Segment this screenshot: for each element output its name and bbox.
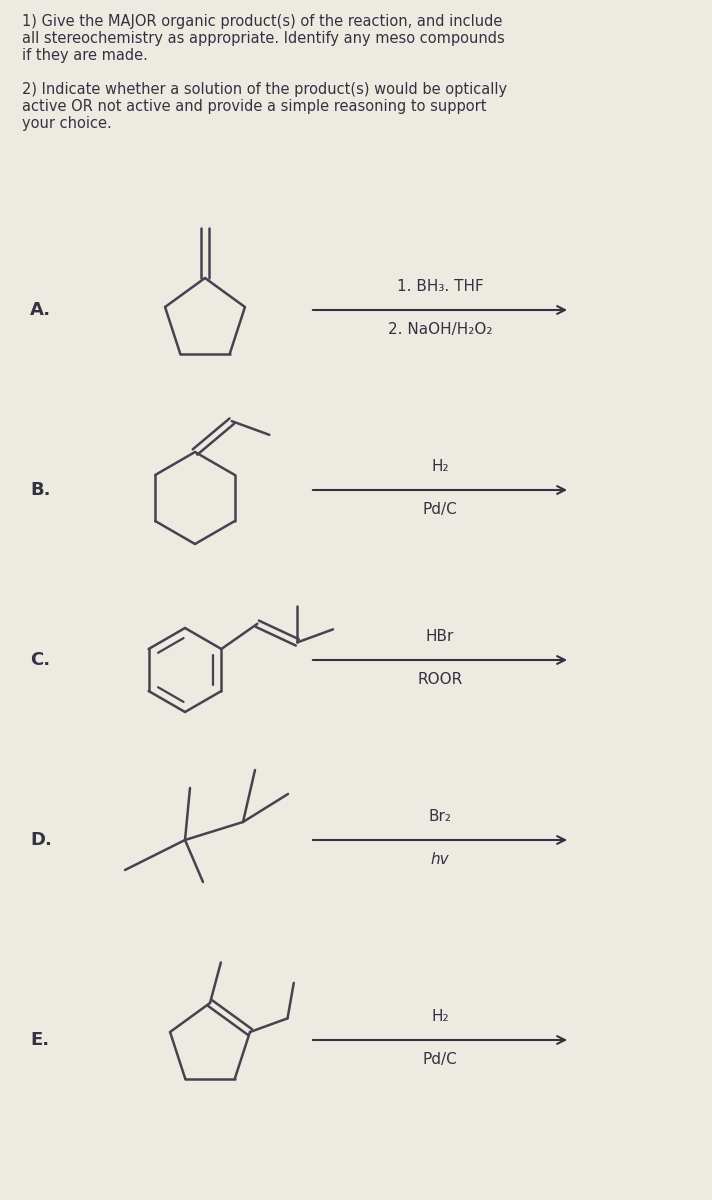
Text: 2. NaOH/H₂O₂: 2. NaOH/H₂O₂ — [388, 322, 492, 337]
Text: ROOR: ROOR — [417, 672, 463, 686]
Text: C.: C. — [30, 650, 50, 670]
Text: 1) Give the MAJOR organic product(s) of the reaction, and include: 1) Give the MAJOR organic product(s) of … — [22, 14, 503, 29]
Text: H₂: H₂ — [431, 1009, 449, 1024]
Text: Pd/C: Pd/C — [423, 1052, 457, 1067]
Text: all stereochemistry as appropriate. Identify any meso compounds: all stereochemistry as appropriate. Iden… — [22, 31, 505, 46]
Text: D.: D. — [30, 830, 52, 850]
Text: active OR not active and provide a simple reasoning to support: active OR not active and provide a simpl… — [22, 98, 486, 114]
Text: 2) Indicate whether a solution of the product(s) would be optically: 2) Indicate whether a solution of the pr… — [22, 82, 507, 97]
Text: B.: B. — [30, 481, 51, 499]
Text: Br₂: Br₂ — [429, 809, 451, 824]
Text: if they are made.: if they are made. — [22, 48, 148, 62]
Text: E.: E. — [30, 1031, 49, 1049]
Text: A.: A. — [30, 301, 51, 319]
Text: your choice.: your choice. — [22, 116, 112, 131]
Text: hv: hv — [431, 852, 449, 866]
Text: 1. BH₃. THF: 1. BH₃. THF — [397, 278, 483, 294]
Text: Pd/C: Pd/C — [423, 502, 457, 517]
Text: HBr: HBr — [426, 629, 454, 644]
Text: H₂: H₂ — [431, 458, 449, 474]
